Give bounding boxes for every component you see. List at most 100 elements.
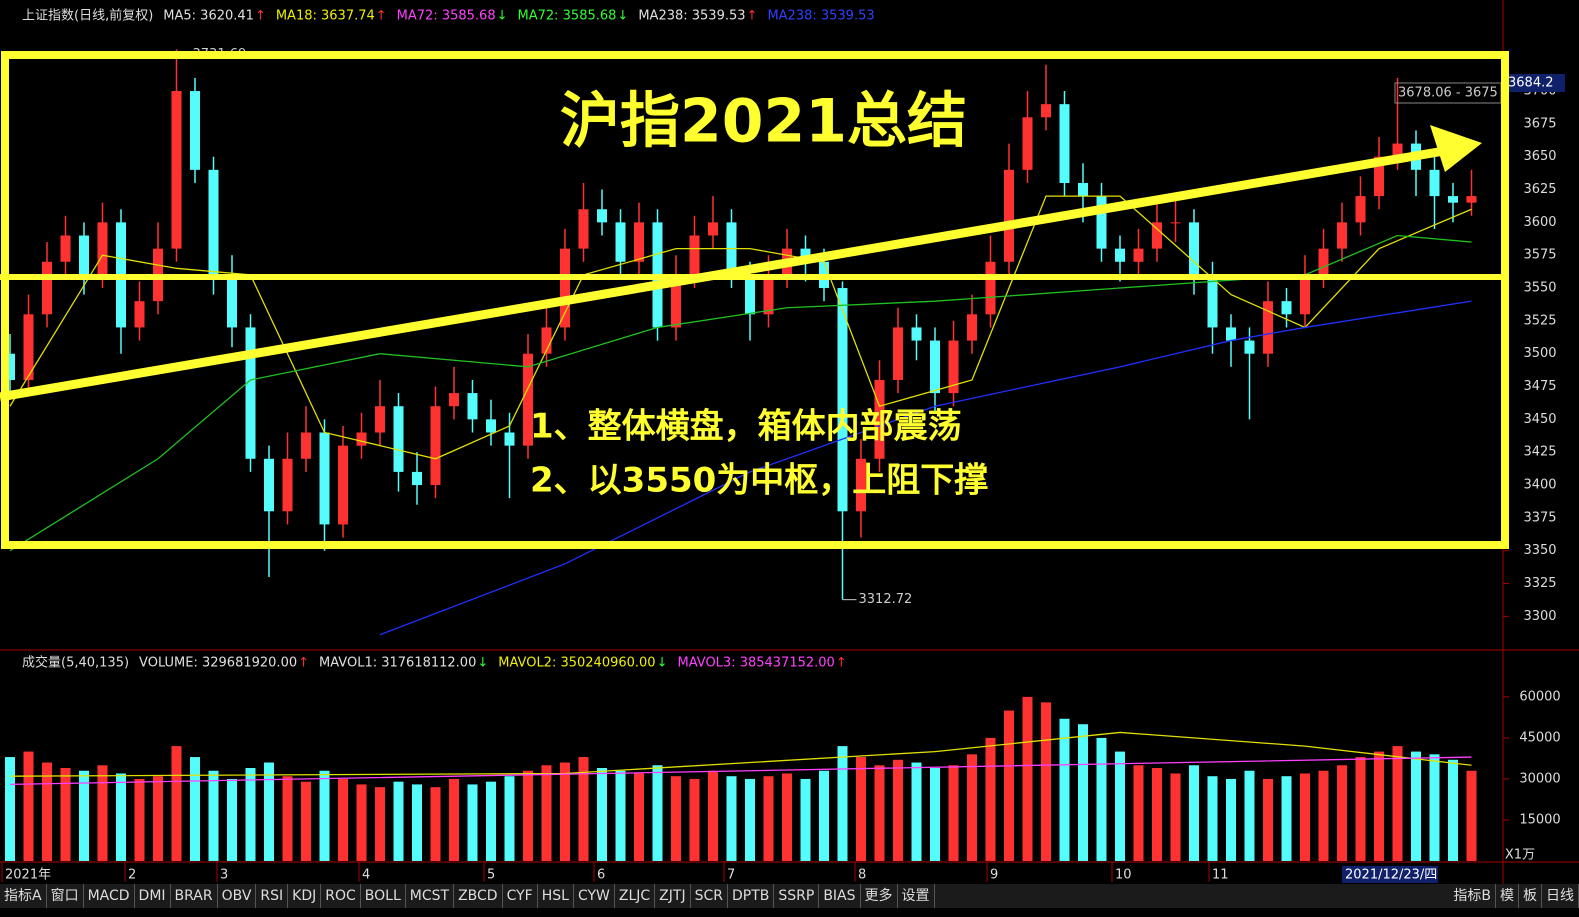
toolbar-tab[interactable]: ZBCD	[454, 884, 503, 908]
toolbar-tab[interactable]: MACD	[84, 884, 135, 908]
candle-body	[1041, 104, 1051, 118]
candle-body	[467, 393, 478, 420]
toolbar-tab[interactable]: DPTB	[728, 884, 775, 908]
toolbar-tab[interactable]: ZJTJ	[655, 884, 691, 908]
volume-bar	[1466, 770, 1477, 861]
note: 2、以3550为中枢，上阻下撑	[530, 461, 988, 501]
toolbar-tab[interactable]: 日线	[1542, 884, 1579, 908]
toolbar-tab[interactable]: BRAR	[171, 884, 218, 908]
toolbar-tab[interactable]: ROC	[321, 884, 361, 908]
x-tick-label: 2021年	[5, 868, 51, 883]
candle-body	[1152, 222, 1162, 249]
y-tick-label: 3600	[1523, 215, 1556, 230]
toolbar-tab[interactable]: BIAS	[819, 884, 861, 908]
legend-item: MA5: 3620.41	[163, 9, 254, 24]
candle-body	[948, 340, 959, 394]
x-tick-label: 5	[487, 868, 495, 883]
toolbar-tab[interactable]: ZLJC	[615, 884, 656, 908]
candle-body	[1133, 248, 1144, 262]
toolbar-tab[interactable]: KDJ	[288, 884, 322, 908]
candle-body	[1318, 248, 1329, 275]
toolbar-tab[interactable]: 指标B	[1449, 884, 1496, 908]
ma-line	[9, 731, 1472, 777]
legend-arrow: ↑	[376, 9, 387, 24]
volume-bar	[1133, 765, 1144, 861]
toolbar-tab[interactable]: DMI	[135, 884, 171, 908]
note: 1、整体横盘，箱体内部震荡	[530, 407, 962, 447]
toolbar-tab[interactable]: CYW	[574, 884, 615, 908]
volume-bar	[893, 759, 903, 861]
candle-body	[319, 432, 330, 525]
volume-bar	[245, 768, 256, 861]
candle-body	[1392, 143, 1403, 157]
y-tick-label: 3400	[1523, 478, 1556, 493]
toolbar-tab[interactable]: 更多	[861, 884, 898, 908]
toolbar-tab[interactable]: 窗口	[47, 884, 84, 908]
toolbar-tab[interactable]: 设置	[898, 884, 935, 908]
y-tick-label: 3325	[1523, 576, 1556, 591]
toolbar-tab[interactable]: SSRP	[774, 884, 820, 908]
volume-bar	[523, 770, 533, 861]
candle-body	[1374, 156, 1384, 197]
y-tick-label: 3300	[1523, 609, 1556, 624]
volume-bar	[412, 784, 422, 861]
toolbar-tab[interactable]: SCR	[691, 884, 728, 908]
volume-bar	[1263, 778, 1273, 861]
candle-body	[375, 406, 385, 433]
x-tick-label: 9	[990, 868, 998, 883]
toolbar-tab[interactable]: BOLL	[361, 884, 406, 908]
volume-bar	[597, 768, 607, 861]
legend-title: 成交量(5,40,135)	[22, 655, 129, 671]
volume-bar	[1078, 724, 1088, 861]
volume-bar	[1226, 778, 1236, 861]
candle-body	[60, 235, 71, 262]
legend-title: 上证指数(日线,前复权)	[22, 8, 153, 24]
candle-body	[578, 209, 589, 249]
volume-bar	[1281, 776, 1292, 861]
y-tick-label: 3475	[1523, 379, 1556, 394]
toolbar-tab[interactable]: MCST	[406, 884, 455, 908]
volume-bar	[1355, 757, 1366, 861]
candle-body	[245, 327, 256, 459]
candle-body	[1207, 274, 1218, 328]
toolbar-tab[interactable]: 指标A	[0, 884, 47, 908]
toolbar-tab[interactable]: HSL	[538, 884, 574, 908]
y-tick-label: 45000	[1519, 730, 1560, 745]
toolbar: 指标A 窗口 MACD DMI BRAR OBV RSI KDJ ROC BOLL MCST ZBCD…	[0, 884, 1579, 908]
cursor-date: 2021/12/23/四	[1345, 868, 1437, 883]
volume-bar	[1300, 773, 1310, 861]
candle-body	[208, 169, 219, 275]
toolbar-tab[interactable]: CYF	[503, 884, 538, 908]
volume-bar	[819, 770, 829, 861]
volume-bar	[227, 778, 237, 861]
candle-body	[967, 314, 977, 341]
volume-bar	[615, 770, 626, 861]
candle-body	[264, 458, 274, 512]
candle-body	[523, 353, 533, 446]
candle-body	[541, 327, 552, 354]
unit-label: X1万	[1505, 848, 1535, 863]
candle-body	[856, 458, 866, 512]
candle-body	[1059, 104, 1070, 183]
overlay: 沪指2021总结 1、整体横盘，箱体内部震荡 2、以3550为中枢，上阻下撑	[0, 51, 1509, 549]
annotation: 3312.72	[859, 592, 913, 607]
toolbar-tab[interactable]: 模	[1496, 884, 1519, 908]
volume-bar	[1096, 737, 1107, 861]
volume-bar	[745, 778, 755, 861]
legend-item: MA72: 3585.68	[397, 9, 496, 24]
toolbar-tab[interactable]: 板	[1519, 884, 1542, 908]
volume-bar	[1189, 765, 1199, 861]
last-price: 3684.2	[1508, 76, 1554, 91]
legend-arrow: ↓	[617, 9, 628, 24]
candle-body	[282, 458, 293, 512]
candle-body	[634, 222, 644, 262]
volume-bar	[116, 773, 126, 861]
candle-body	[1466, 196, 1477, 203]
x-tick-label: 7	[727, 868, 735, 883]
volume-bar	[689, 778, 700, 861]
toolbar-tab[interactable]: OBV	[218, 884, 257, 908]
candle-body	[763, 274, 774, 315]
candle-body	[1226, 327, 1236, 341]
volume-bar	[23, 751, 34, 861]
toolbar-tab[interactable]: RSI	[256, 884, 289, 908]
